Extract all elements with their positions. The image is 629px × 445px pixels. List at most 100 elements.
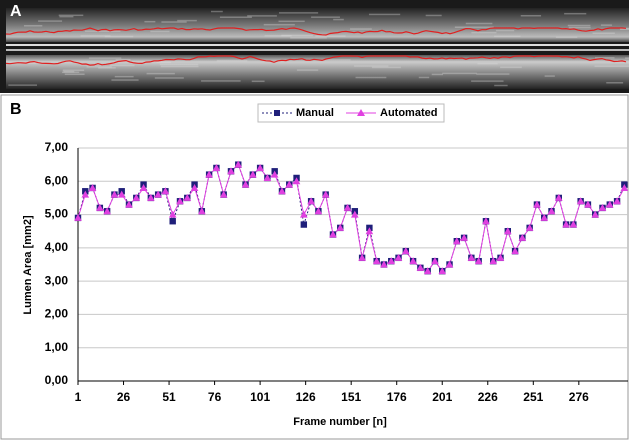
image-speckle	[471, 31, 497, 34]
marker	[460, 233, 468, 241]
image-speckle	[567, 24, 591, 27]
legend-label: Manual	[296, 107, 334, 119]
image-speckle	[471, 80, 504, 82]
panel-b-frame	[0, 94, 629, 440]
marker	[219, 190, 228, 198]
marker	[445, 260, 454, 268]
image-speckle	[371, 66, 401, 69]
marker	[423, 267, 432, 275]
image-speckle	[500, 66, 522, 69]
y-tick-label: 3,00	[45, 273, 69, 287]
marker	[453, 237, 461, 245]
image-speckle	[564, 12, 587, 15]
series-line	[77, 163, 625, 272]
image-speckle	[311, 16, 340, 18]
image-speckle	[201, 80, 241, 82]
marker	[263, 173, 272, 181]
image-speckle	[62, 71, 80, 74]
marker	[598, 203, 607, 211]
lumen-contour	[5, 55, 627, 66]
marker	[489, 257, 498, 265]
marker	[431, 257, 439, 265]
x-tick-label: 101	[250, 390, 270, 404]
image-speckle	[606, 82, 624, 84]
x-tick-label: 1	[75, 390, 82, 404]
marker	[343, 203, 352, 211]
marker	[358, 253, 366, 261]
marker	[576, 197, 585, 205]
image-speckle	[8, 84, 37, 86]
marker	[474, 257, 483, 265]
image-speckle	[64, 73, 85, 76]
marker	[183, 193, 192, 201]
image-speckle	[247, 15, 277, 17]
x-tick-label: 226	[478, 390, 498, 404]
oct-image: A	[0, 0, 629, 93]
legend-marker	[357, 109, 365, 116]
image-speckle	[594, 65, 629, 68]
panel-label: A	[10, 3, 22, 20]
image-speckle	[58, 14, 84, 17]
marker	[292, 177, 301, 185]
legend-label: Automated	[380, 107, 437, 119]
x-tick-label: 251	[523, 390, 543, 404]
marker	[190, 183, 199, 191]
lumen-contour	[5, 27, 627, 36]
marker	[154, 190, 162, 198]
image-speckle	[494, 84, 508, 87]
y-axis-title: Lumen Area [mm2]	[22, 215, 34, 315]
marker	[249, 170, 257, 178]
image-speckle	[592, 32, 615, 34]
x-tick-label: 151	[341, 390, 361, 404]
marker	[321, 190, 330, 198]
marker	[125, 200, 133, 208]
x-axis-title: Frame number [n]	[293, 416, 387, 428]
image-speckle	[88, 57, 122, 59]
image-speckle	[161, 21, 187, 23]
marker	[591, 210, 600, 218]
y-tick-label: 7,00	[45, 140, 69, 154]
image-band	[6, 8, 629, 42]
image-speckle	[144, 20, 156, 23]
y-tick-label: 4,00	[45, 240, 69, 254]
marker	[307, 197, 315, 205]
marker	[482, 217, 490, 225]
image-speckle	[177, 19, 197, 22]
image-speckle	[431, 73, 444, 76]
marker	[81, 190, 90, 198]
image-speckle	[600, 24, 612, 26]
marker	[380, 260, 388, 268]
image-speckle	[98, 67, 116, 69]
image-speckle	[264, 35, 292, 37]
marker	[387, 257, 396, 265]
image-line	[6, 49, 629, 51]
marker	[584, 200, 592, 208]
x-tick-label: 176	[387, 390, 407, 404]
y-tick-label: 0,00	[45, 373, 69, 387]
image-speckle	[111, 79, 139, 81]
marker	[270, 170, 279, 178]
marker	[496, 253, 505, 261]
marker	[103, 207, 111, 215]
image-speckle	[86, 66, 112, 68]
marker	[96, 203, 104, 211]
marker	[409, 257, 417, 265]
marker	[518, 233, 527, 241]
image-speckle	[59, 15, 74, 18]
image-speckle	[555, 36, 578, 39]
image-speckle	[544, 75, 555, 77]
image-speckle	[278, 20, 305, 23]
image-speckle	[23, 25, 43, 27]
image-speckle	[568, 26, 591, 29]
image-speckle	[159, 63, 199, 66]
image-speckle	[322, 59, 351, 61]
image-speckle	[290, 37, 327, 39]
image-speckle	[625, 57, 629, 59]
image-speckle	[104, 35, 134, 38]
image-speckle	[63, 70, 75, 73]
image-speckle	[263, 23, 295, 26]
image-speckle	[114, 75, 134, 78]
legend-marker	[274, 110, 280, 116]
marker	[329, 230, 337, 238]
marker	[605, 200, 614, 208]
